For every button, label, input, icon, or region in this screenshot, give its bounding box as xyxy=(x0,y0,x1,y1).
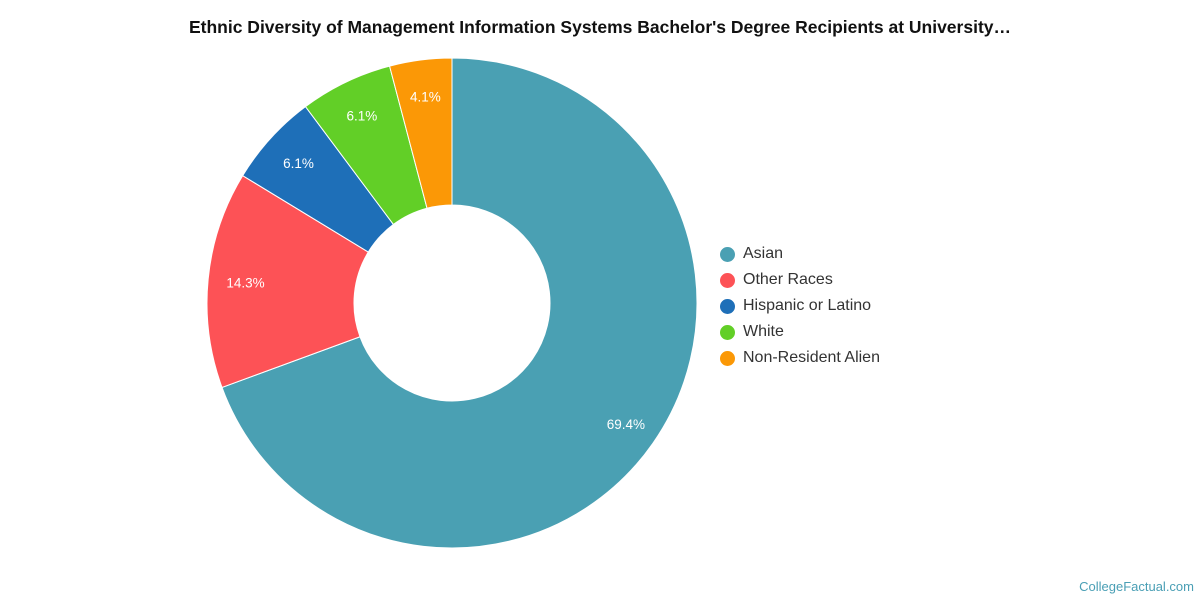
slice-label-asian: 69.4% xyxy=(607,417,645,432)
legend-label: White xyxy=(743,323,784,340)
legend-item-asian[interactable]: Asian xyxy=(720,241,880,267)
legend-marker-icon xyxy=(720,350,735,366)
legend-marker-icon xyxy=(720,298,735,314)
slice-label-non-resident-alien: 4.1% xyxy=(410,90,441,105)
legend-label: Asian xyxy=(743,245,784,262)
slice-label-hispanic-or-latino: 6.1% xyxy=(283,156,314,171)
legend-label: Non-Resident Alien xyxy=(743,349,880,366)
legend-item-white[interactable]: White xyxy=(720,319,880,345)
slice-label-other-races: 14.3% xyxy=(226,275,264,290)
slice-asian[interactable] xyxy=(221,57,698,549)
slice-label-white: 6.1% xyxy=(346,109,377,124)
legend-item-other-races[interactable]: Other Races xyxy=(720,267,880,293)
legend-label: Hispanic or Latino xyxy=(743,297,872,314)
legend-marker-icon xyxy=(720,272,735,288)
legend-item-hispanic-or-latino[interactable]: Hispanic or Latino xyxy=(720,293,880,319)
source-credit[interactable]: CollegeFactual.com xyxy=(1079,579,1194,594)
legend-item-non-resident-alien[interactable]: Non-Resident Alien xyxy=(720,345,880,371)
chart-title: Ethnic Diversity of Management Informati… xyxy=(188,17,1012,37)
slice-non-resident-alien[interactable] xyxy=(388,57,453,209)
slice-other-races[interactable] xyxy=(206,174,369,389)
chart-legend: Asian Other Races Hispanic or Latino White N… xyxy=(720,241,880,371)
legend-label: Other Races xyxy=(743,271,833,288)
legend-marker-icon xyxy=(720,246,735,262)
legend-marker-icon xyxy=(720,324,735,340)
